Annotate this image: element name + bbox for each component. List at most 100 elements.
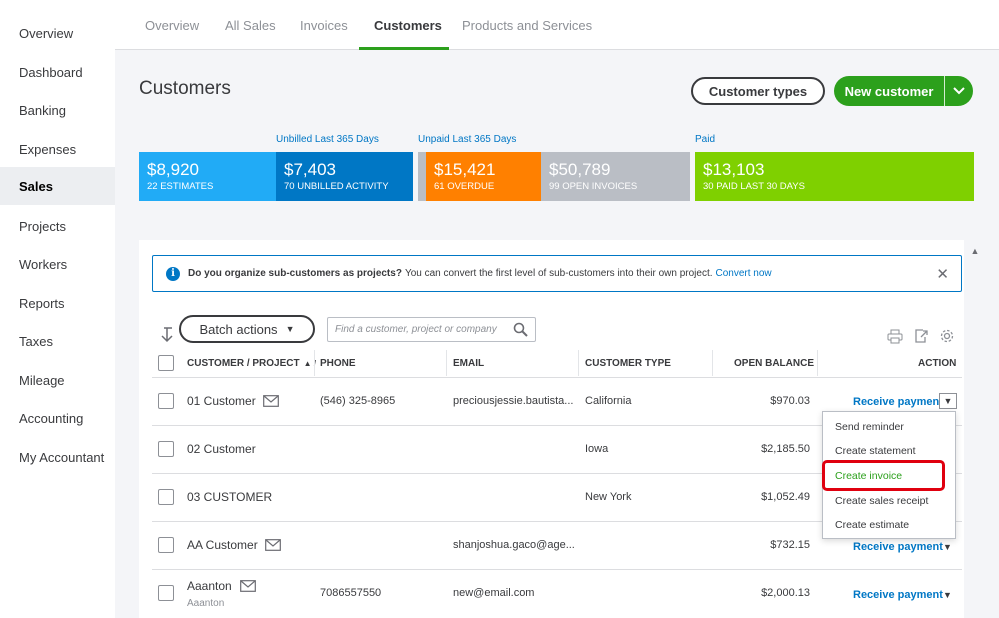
menu-item-send-reminder[interactable]: Send reminder <box>835 421 904 433</box>
tab-products-and-services[interactable]: Products and Services <box>462 17 593 33</box>
menu-item-create-invoice[interactable]: Create invoice <box>835 470 903 482</box>
close-icon[interactable]: ✕ <box>936 266 949 283</box>
tab-invoices[interactable]: Invoices <box>300 17 348 33</box>
unbilled-caption: Unbilled Last 365 Days <box>276 134 379 145</box>
unpaid-bar-edge <box>418 152 426 201</box>
row-action-dropdown[interactable]: ▼ <box>939 393 957 409</box>
menu-item-create-estimate[interactable]: Create estimate <box>835 519 910 531</box>
search-icon[interactable] <box>513 322 528 337</box>
new-customer-button[interactable]: New customer <box>844 83 934 99</box>
select-all-checkbox[interactable] <box>158 355 174 371</box>
nav-item-taxes[interactable]: Taxes <box>19 333 53 349</box>
unbilled-activity-segment[interactable]: $7,403 70 UNBILLED ACTIVITY <box>276 152 413 201</box>
header-divider <box>152 377 962 378</box>
caret-down-icon[interactable]: ▼ <box>943 542 952 552</box>
paid-segment[interactable]: $13,103 30 PAID LAST 30 DAYS <box>695 152 974 201</box>
header-email[interactable]: EMAIL <box>453 357 485 369</box>
print-icon[interactable] <box>886 327 904 345</box>
convert-now-link[interactable]: Convert now <box>715 268 772 279</box>
header-phone[interactable]: PHONE <box>320 357 356 369</box>
column-separator <box>712 350 713 376</box>
column-separator <box>578 350 579 376</box>
nav-item-banking[interactable]: Banking <box>19 102 66 118</box>
scroll-up-icon[interactable]: ▲ <box>970 246 980 256</box>
column-separator <box>817 350 818 376</box>
customer-types-button[interactable]: Customer types <box>691 77 825 105</box>
menu-item-create-sales-receipt[interactable]: Create sales receipt <box>835 495 929 507</box>
row-checkbox[interactable] <box>158 441 174 457</box>
caret-down-icon: ▼ <box>943 396 953 406</box>
unbilled-amount: $7,403 <box>284 160 336 179</box>
sort-direction-icon[interactable] <box>160 327 174 343</box>
nav-item-expenses[interactable]: Expenses <box>19 141 77 157</box>
open-balance: $2,185.50 <box>761 443 810 455</box>
customer-name[interactable]: AA Customer <box>187 538 258 552</box>
customer-name[interactable]: 01 Customer <box>187 394 256 408</box>
row-checkbox[interactable] <box>158 393 174 409</box>
row-divider <box>152 425 962 426</box>
info-banner-text: You can convert the first level of sub-c… <box>404 268 713 279</box>
row-divider <box>152 473 962 474</box>
customer-name[interactable]: Aaanton <box>187 579 232 593</box>
receive-payment-link[interactable]: Receive payment <box>853 396 943 408</box>
unpaid-caption: Unpaid Last 365 Days <box>418 134 517 145</box>
gear-icon[interactable] <box>938 327 956 345</box>
header-customer-type[interactable]: CUSTOMER TYPE <box>585 357 671 369</box>
header-open-balance[interactable]: OPEN BALANCE <box>734 357 815 369</box>
row-checkbox[interactable] <box>158 585 174 601</box>
nav-item-overview[interactable]: Overview <box>19 25 74 41</box>
nav-item-reports[interactable]: Reports <box>19 295 65 311</box>
envelope-icon[interactable] <box>240 580 256 592</box>
row-action-menu: Send reminder Create statement Create in… <box>822 411 956 539</box>
nav-item-dashboard[interactable]: Dashboard <box>19 64 83 80</box>
new-customer-dropdown-button[interactable] <box>945 76 973 106</box>
row-checkbox[interactable] <box>158 489 174 505</box>
customer-email: preciousjessie.bautista... <box>453 395 574 407</box>
paid-amount: $13,103 <box>703 160 765 179</box>
envelope-icon[interactable] <box>263 395 279 407</box>
sort-indicator: ▲ / <box>303 358 316 368</box>
tab-overview[interactable]: Overview <box>145 17 200 33</box>
page-title: Customers <box>139 78 231 99</box>
estimates-segment[interactable]: $8,920 22 ESTIMATES <box>139 152 276 201</box>
customer-type: California <box>585 395 632 407</box>
customer-name[interactable]: 03 CUSTOMER <box>187 490 273 504</box>
nav-item-projects[interactable]: Projects <box>19 218 66 234</box>
header-action: ACTION <box>918 357 957 369</box>
customer-search-input[interactable] <box>327 317 536 342</box>
nav-item-sales[interactable]: Sales <box>0 167 115 205</box>
customer-email: new@email.com <box>453 587 535 599</box>
header-customer-project[interactable]: CUSTOMER / PROJECT ▲ / <box>187 349 316 377</box>
row-checkbox[interactable] <box>158 537 174 553</box>
active-tab-indicator <box>359 47 449 50</box>
open-invoices-amount: $50,789 <box>549 160 611 179</box>
row-divider <box>152 521 962 522</box>
batch-actions-button[interactable]: Batch actions ▼ <box>179 315 315 343</box>
chevron-down-icon <box>953 87 965 95</box>
menu-item-create-statement[interactable]: Create statement <box>835 445 916 457</box>
export-icon[interactable] <box>912 327 930 345</box>
info-banner: i Do you organize sub-customers as proje… <box>152 255 962 292</box>
customer-type: Iowa <box>585 443 609 455</box>
open-balance: $732.15 <box>770 539 810 551</box>
caret-down-icon[interactable]: ▼ <box>943 590 952 600</box>
overdue-segment[interactable]: $15,421 61 OVERDUE <box>426 152 541 201</box>
open-invoices-segment[interactable]: $50,789 99 OPEN INVOICES <box>541 152 690 201</box>
estimates-label: 22 ESTIMATES <box>147 181 214 192</box>
header-customer-label: CUSTOMER / PROJECT <box>187 357 300 369</box>
receive-payment-link[interactable]: Receive payment <box>853 589 943 601</box>
tab-all-sales[interactable]: All Sales <box>225 17 276 33</box>
envelope-icon[interactable] <box>265 539 281 551</box>
paid-caption: Paid <box>695 134 716 145</box>
customer-name[interactable]: 02 Customer <box>187 442 256 456</box>
button-divider <box>944 76 945 106</box>
tab-customers[interactable]: Customers <box>374 17 442 33</box>
receive-payment-link[interactable]: Receive payment <box>853 541 943 553</box>
nav-item-accounting[interactable]: Accounting <box>19 410 84 426</box>
info-banner-question: Do you organize sub-customers as project… <box>188 268 402 279</box>
batch-actions-label: Batch actions <box>199 321 278 337</box>
nav-item-workers[interactable]: Workers <box>19 256 68 272</box>
open-balance: $2,000.13 <box>761 587 810 599</box>
nav-item-mileage[interactable]: Mileage <box>19 372 65 388</box>
nav-item-my-accountant[interactable]: My Accountant <box>19 449 105 465</box>
